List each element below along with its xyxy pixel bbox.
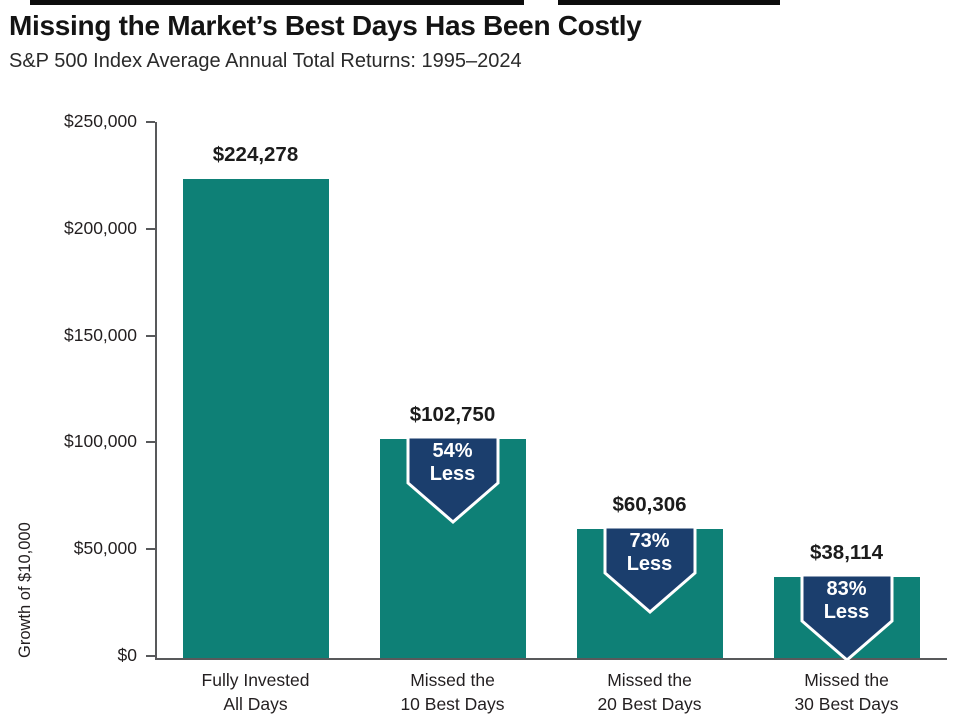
- x-axis-category-line: Missed the: [607, 670, 692, 690]
- y-tick-mark: [146, 334, 155, 337]
- x-axis-category-line: Fully Invested: [201, 670, 310, 690]
- percent-less-arrow: 83% Less: [799, 572, 895, 664]
- x-axis-category-line: 10 Best Days: [400, 694, 505, 714]
- x-axis-category-label: Missed the 10 Best Days: [348, 668, 558, 716]
- arrow-label-line: Less: [429, 463, 476, 485]
- arrow-label: 73% Less: [602, 530, 698, 576]
- y-tick-mark: [146, 227, 155, 230]
- bar-value-label: $60,306: [612, 493, 687, 516]
- bar-value-label: $102,750: [409, 403, 496, 426]
- x-axis-category-line: 20 Best Days: [597, 694, 702, 714]
- arrow-label-line: 83%: [826, 578, 867, 600]
- arrow-label-line: 73%: [629, 530, 670, 552]
- y-tick-label: $150,000: [64, 324, 137, 345]
- y-tick-mark: [146, 441, 155, 444]
- plot-area: $0 $50,000 $100,000 $150,000 $200,000 $250,00…: [64, 111, 947, 714]
- x-axis-category-line: Missed the: [410, 670, 495, 690]
- x-axis-category-line: 30 Best Days: [794, 694, 899, 714]
- y-tick-label: $200,000: [64, 217, 137, 238]
- y-tick-label: $100,000: [64, 431, 137, 452]
- arrow-label-line: Less: [823, 601, 870, 623]
- y-tick-mark: [146, 548, 155, 551]
- crop-artifact-right: [558, 0, 780, 5]
- x-axis-category-label: Missed the 20 Best Days: [545, 668, 755, 716]
- down-arrow-icon: [406, 435, 499, 524]
- arrow-label: 83% Less: [799, 578, 895, 624]
- crop-artifact-left: [30, 0, 524, 5]
- y-tick-label: $50,000: [73, 538, 137, 559]
- y-tick-mark: [146, 655, 155, 657]
- bar-value-label: $224,278: [212, 143, 299, 166]
- down-arrow-icon: [603, 525, 696, 614]
- chart-title: Missing the Market’s Best Days Has Been …: [9, 10, 642, 41]
- percent-less-arrow: 73% Less: [602, 524, 698, 616]
- y-tick-label: $250,000: [64, 111, 137, 131]
- x-axis-category-label: Missed the 30 Best Days: [742, 668, 952, 716]
- percent-less-arrow: 54% Less: [405, 434, 501, 526]
- arrow-label: 54% Less: [405, 440, 501, 486]
- x-axis-category-label: Fully Invested All Days: [151, 668, 361, 716]
- arrow-label-line: Less: [626, 553, 673, 575]
- y-tick-label: $0: [117, 645, 137, 665]
- bar-value-label: $38,114: [810, 541, 883, 564]
- arrow-label-line: 54%: [432, 440, 473, 462]
- x-axis-category-line: Missed the: [804, 670, 889, 690]
- x-axis-category-line: All Days: [223, 694, 288, 714]
- bar: [182, 179, 329, 658]
- y-tick-mark: [146, 121, 155, 123]
- y-axis-label: Growth of $10,000: [16, 522, 34, 658]
- chart-subtitle: S&P 500 Index Average Annual Total Retur…: [9, 50, 522, 72]
- down-arrow-icon: [800, 573, 893, 662]
